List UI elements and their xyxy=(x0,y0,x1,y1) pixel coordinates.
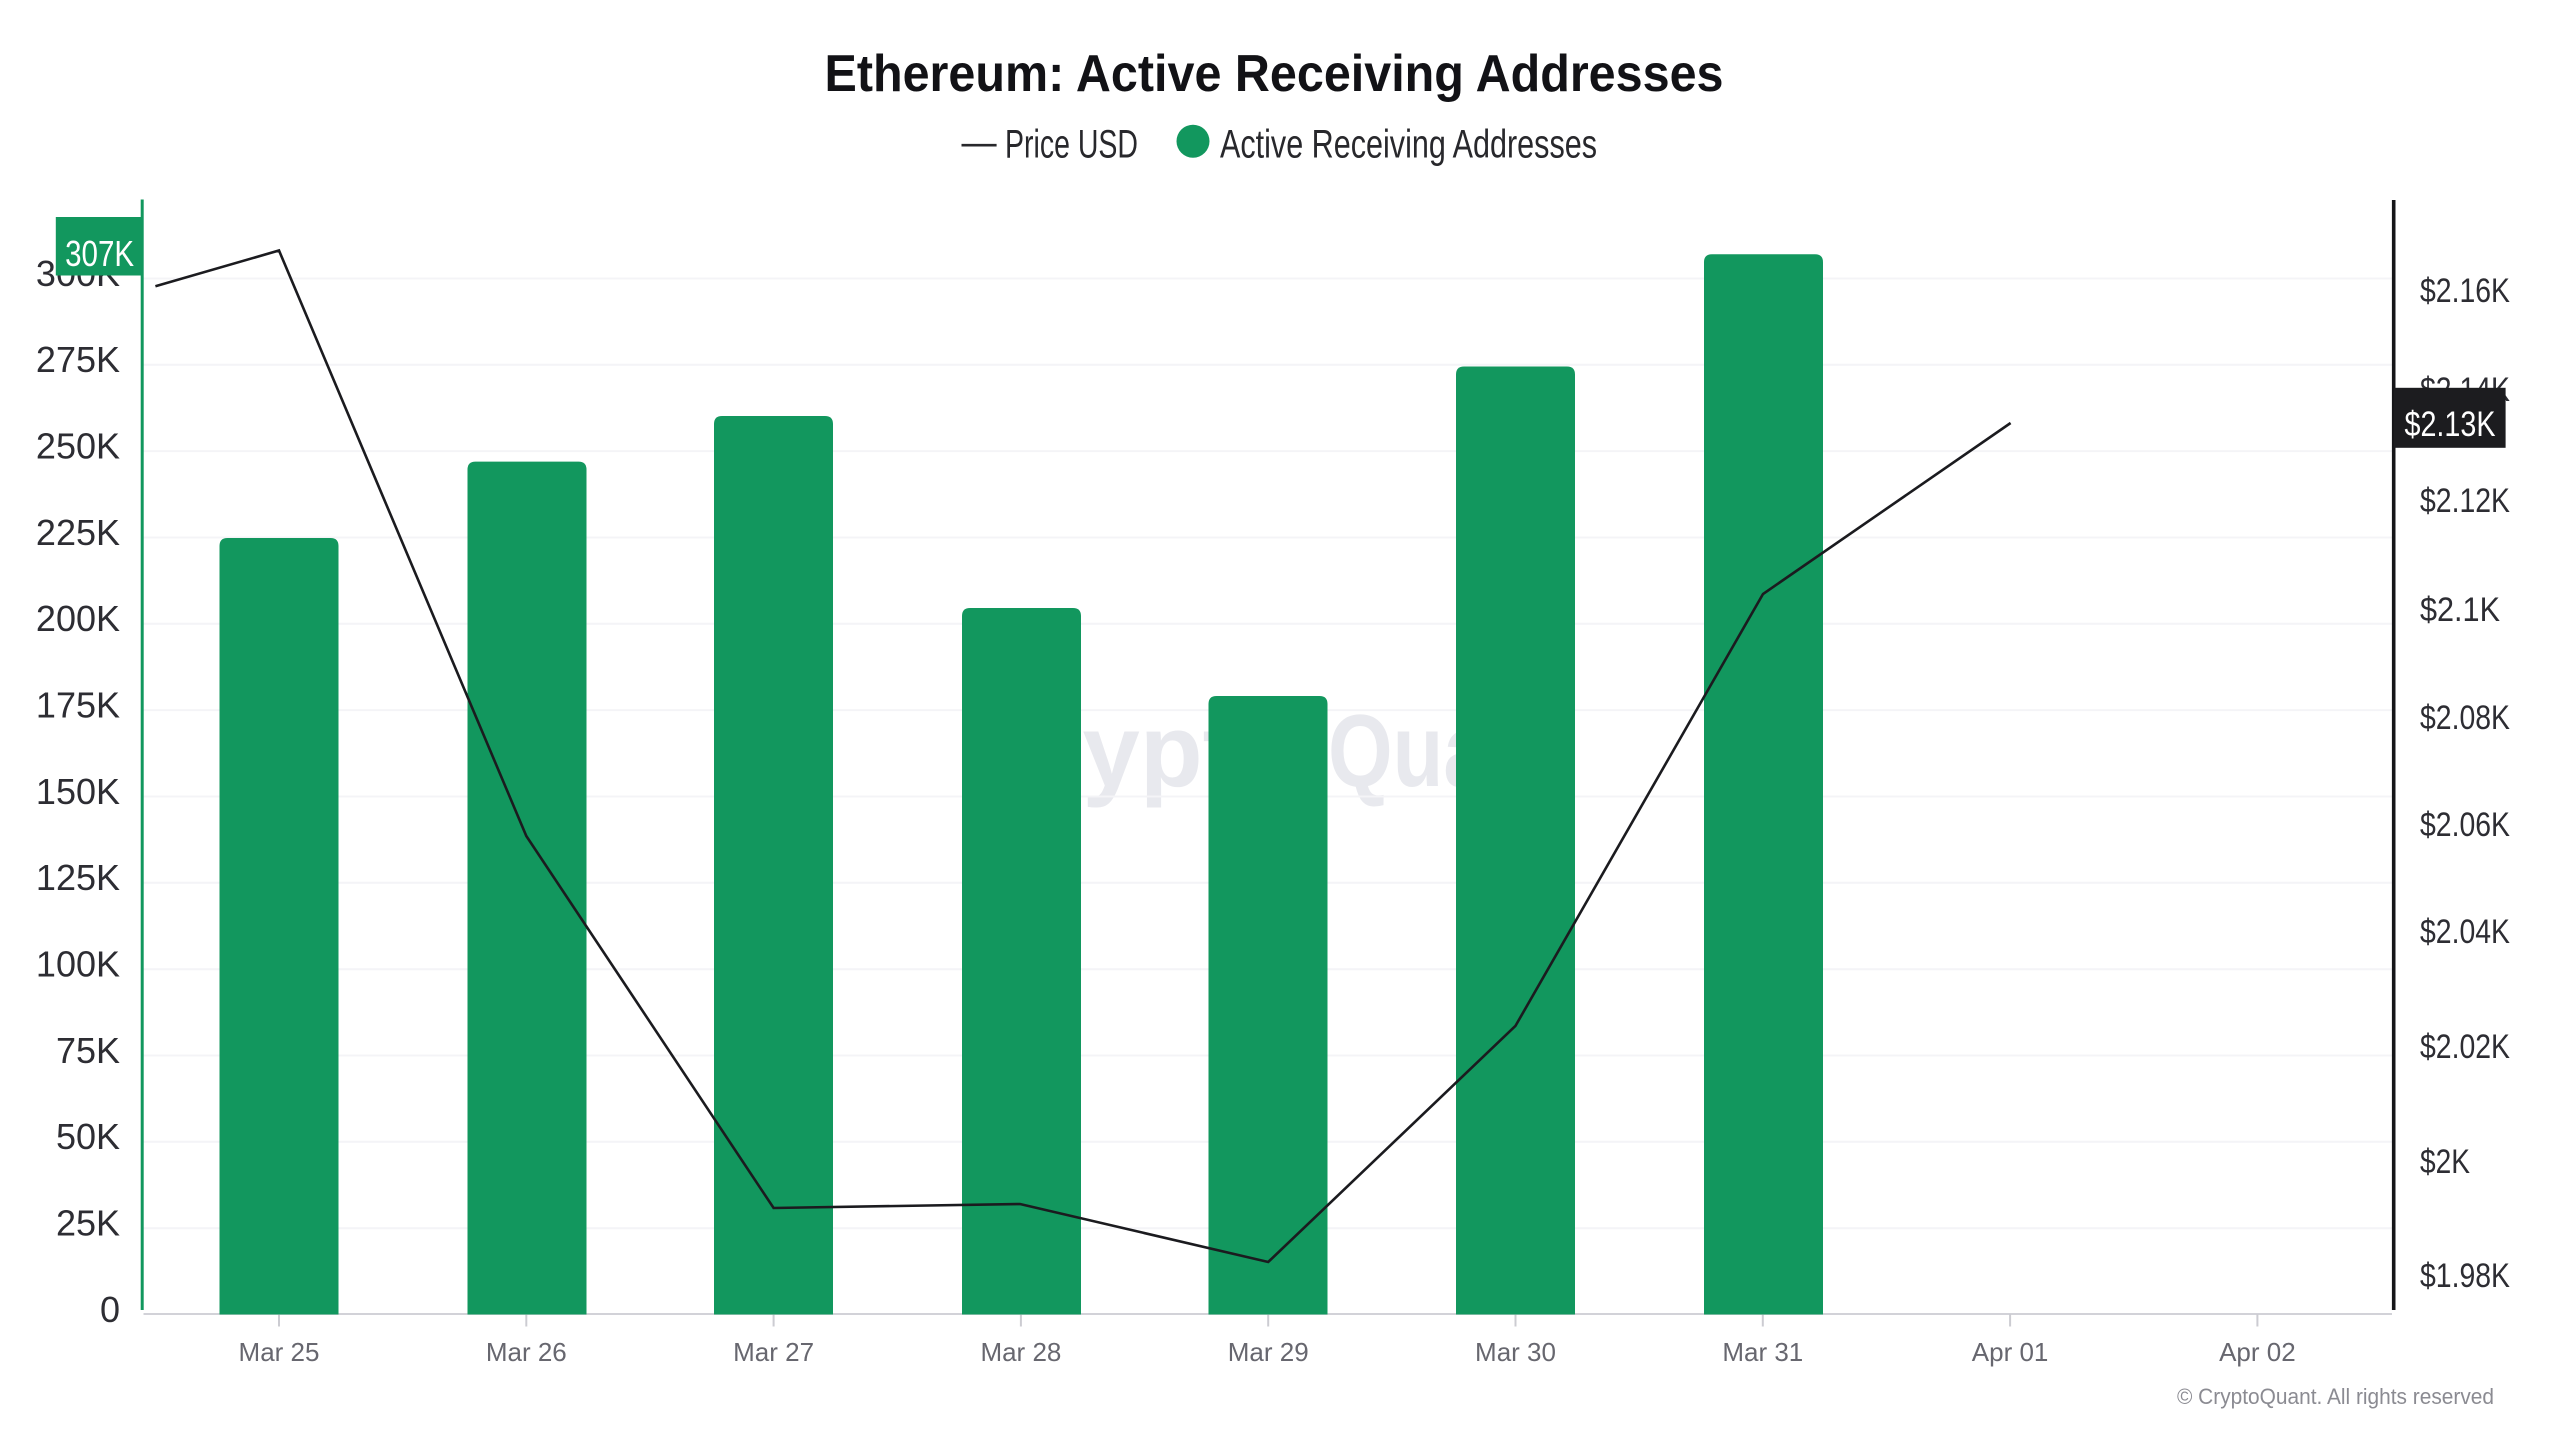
svg-text:Mar 30: Mar 30 xyxy=(1475,1337,1556,1367)
svg-text:100K: 100K xyxy=(36,944,120,985)
svg-text:$2.16K: $2.16K xyxy=(2420,272,2510,310)
svg-text:275K: 275K xyxy=(36,339,120,380)
svg-text:Mar 28: Mar 28 xyxy=(980,1337,1061,1367)
svg-text:$2K: $2K xyxy=(2420,1143,2470,1181)
svg-text:$2.02K: $2.02K xyxy=(2420,1028,2510,1066)
svg-text:25K: 25K xyxy=(56,1203,120,1244)
svg-text:$2.1K: $2.1K xyxy=(2420,591,2500,629)
svg-text:Active Receiving Addresses: Active Receiving Addresses xyxy=(1220,123,1597,167)
svg-text:225K: 225K xyxy=(36,512,120,553)
svg-text:175K: 175K xyxy=(36,685,120,726)
svg-text:$2.04K: $2.04K xyxy=(2420,913,2510,951)
svg-text:307K: 307K xyxy=(65,233,134,274)
svg-text:$2.12K: $2.12K xyxy=(2420,482,2510,520)
svg-text:75K: 75K xyxy=(56,1030,120,1071)
svg-text:Ethereum: Active Receiving Add: Ethereum: Active Receiving Addresses xyxy=(825,45,1724,103)
svg-text:Mar 29: Mar 29 xyxy=(1228,1337,1309,1367)
svg-text:© CryptoQuant. All rights rese: © CryptoQuant. All rights reserved xyxy=(2177,1384,2494,1409)
svg-text:250K: 250K xyxy=(36,426,120,467)
svg-text:Mar 25: Mar 25 xyxy=(239,1337,320,1367)
svg-text:$2.13K: $2.13K xyxy=(2405,405,2496,444)
svg-text:50K: 50K xyxy=(56,1116,120,1157)
svg-text:125K: 125K xyxy=(36,857,120,898)
svg-text:Mar 31: Mar 31 xyxy=(1722,1337,1803,1367)
svg-text:150K: 150K xyxy=(36,771,120,812)
svg-text:Mar 26: Mar 26 xyxy=(486,1337,567,1367)
svg-text:0: 0 xyxy=(100,1289,120,1330)
svg-text:Apr 01: Apr 01 xyxy=(1972,1337,2049,1367)
svg-text:Apr 02: Apr 02 xyxy=(2219,1337,2296,1367)
svg-text:$1.98K: $1.98K xyxy=(2420,1257,2510,1295)
svg-text:200K: 200K xyxy=(36,598,120,639)
svg-text:$2.08K: $2.08K xyxy=(2420,699,2510,737)
svg-text:Price USD: Price USD xyxy=(1005,123,1138,167)
svg-text:Mar 27: Mar 27 xyxy=(733,1337,814,1367)
svg-text:$2.06K: $2.06K xyxy=(2420,806,2510,844)
